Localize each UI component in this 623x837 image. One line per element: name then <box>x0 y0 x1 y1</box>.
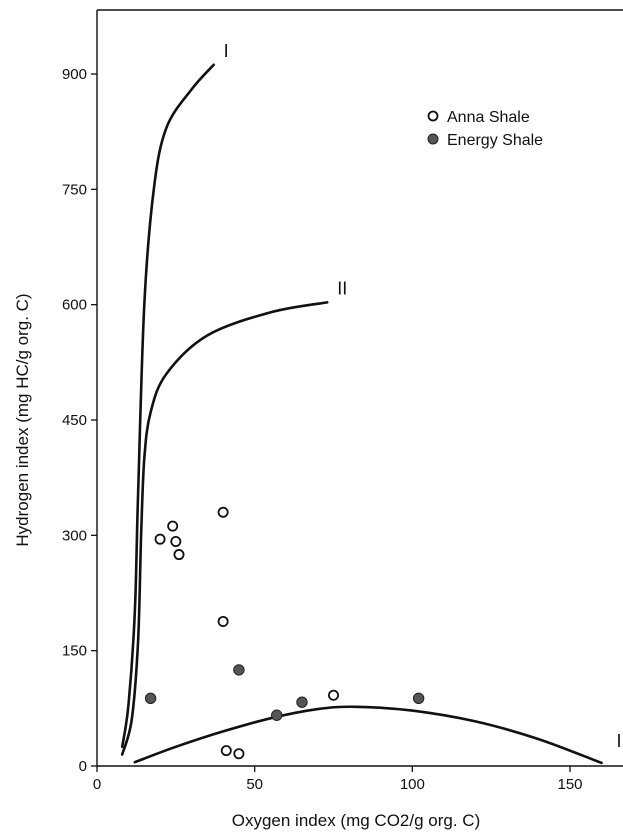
y-tick-label: 900 <box>62 66 87 83</box>
x-tick-label: 0 <box>93 776 101 793</box>
curve-label-I: I <box>224 41 229 61</box>
y-tick-label: 0 <box>79 758 87 775</box>
y-tick-label: 150 <box>62 643 87 660</box>
y-tick-label: 450 <box>62 412 87 429</box>
legend-marker-anna-shale <box>427 110 439 122</box>
y-tick-label: 750 <box>62 181 87 198</box>
axis-tick-labels: 0 150 300 450 600 750 900 0 50 100 150 <box>62 66 583 793</box>
point-energy-shale <box>233 664 245 676</box>
curve-type-III <box>133 705 603 765</box>
data-points <box>144 506 425 760</box>
legend: Anna Shale Energy Shale <box>427 109 543 149</box>
point-anna-shale <box>173 549 185 561</box>
x-tick-label: 100 <box>400 776 425 793</box>
point-energy-shale <box>144 692 157 705</box>
point-anna-shale <box>217 506 229 518</box>
y-axis-title: Hydrogen index (mg HC/g org. C) <box>13 293 32 546</box>
curve-label-III: III <box>617 731 623 751</box>
point-anna-shale <box>327 689 339 701</box>
legend-label-energy-shale: Energy Shale <box>447 132 543 149</box>
point-anna-shale <box>170 535 182 547</box>
y-tick-label: 300 <box>62 527 87 544</box>
type-curves: IIIIII <box>120 41 623 765</box>
axis-ticks <box>91 73 571 772</box>
x-tick-label: 50 <box>246 776 263 793</box>
point-anna-shale <box>167 520 179 532</box>
x-axis-title: Oxygen index (mg CO2/g org. C) <box>232 811 480 830</box>
curve-type-II <box>120 301 329 756</box>
curve-type-I <box>120 63 215 749</box>
point-energy-shale <box>412 692 425 705</box>
y-tick-label: 600 <box>62 297 87 314</box>
x-tick-label: 150 <box>557 776 582 793</box>
legend-marker-energy-shale <box>427 133 439 145</box>
point-anna-shale <box>217 615 229 627</box>
plot-frame <box>96 9 623 767</box>
legend-label-anna-shale: Anna Shale <box>447 109 530 126</box>
point-anna-shale <box>220 745 232 757</box>
point-anna-shale <box>233 748 245 760</box>
curve-label-II: II <box>337 278 347 298</box>
point-energy-shale <box>296 696 308 708</box>
point-energy-shale <box>271 709 283 721</box>
point-anna-shale <box>154 533 166 545</box>
